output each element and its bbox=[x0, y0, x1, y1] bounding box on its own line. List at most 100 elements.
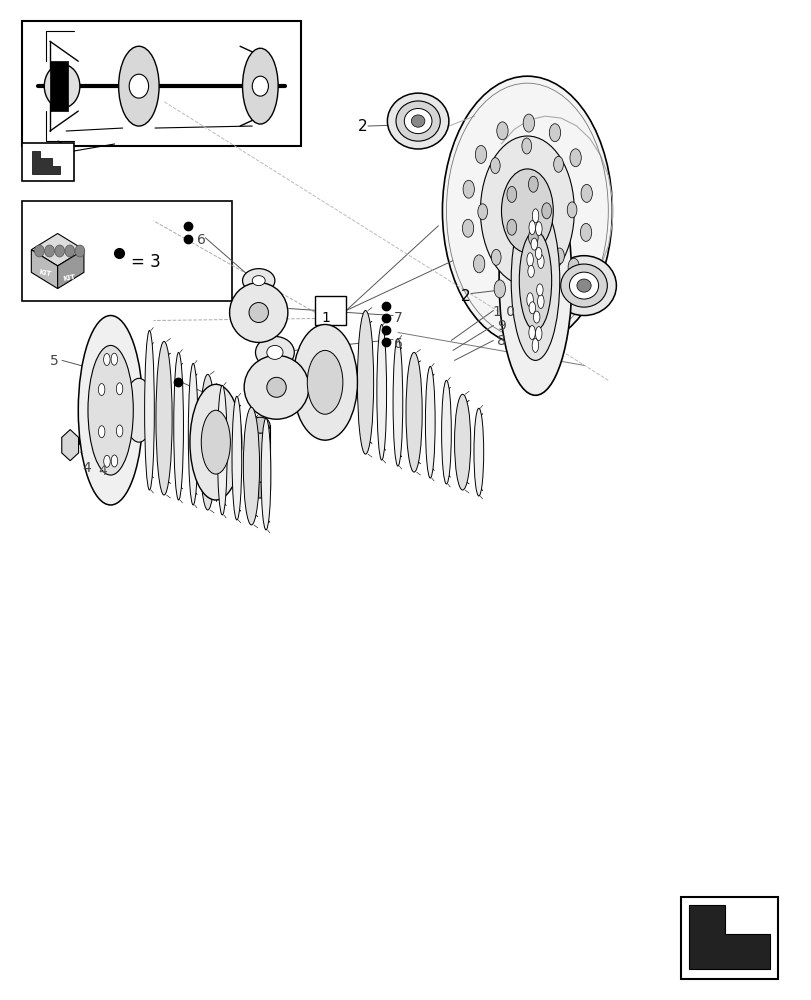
Polygon shape bbox=[32, 250, 58, 289]
Ellipse shape bbox=[536, 284, 543, 296]
Ellipse shape bbox=[526, 293, 533, 307]
Circle shape bbox=[75, 245, 84, 257]
Ellipse shape bbox=[411, 115, 424, 127]
Text: 2: 2 bbox=[461, 289, 470, 304]
Ellipse shape bbox=[104, 354, 110, 365]
Text: 1: 1 bbox=[321, 311, 330, 325]
Ellipse shape bbox=[522, 114, 534, 132]
Ellipse shape bbox=[425, 366, 435, 478]
Ellipse shape bbox=[560, 264, 607, 307]
Ellipse shape bbox=[387, 93, 448, 149]
Circle shape bbox=[129, 74, 148, 98]
Polygon shape bbox=[58, 250, 84, 289]
Ellipse shape bbox=[519, 231, 551, 330]
Ellipse shape bbox=[569, 149, 581, 167]
Ellipse shape bbox=[554, 248, 564, 264]
Ellipse shape bbox=[406, 352, 422, 472]
Ellipse shape bbox=[442, 76, 611, 345]
Ellipse shape bbox=[144, 330, 154, 490]
Ellipse shape bbox=[174, 352, 183, 500]
Ellipse shape bbox=[551, 256, 616, 316]
Ellipse shape bbox=[527, 265, 534, 277]
Ellipse shape bbox=[104, 455, 110, 467]
Ellipse shape bbox=[244, 355, 308, 419]
Circle shape bbox=[35, 245, 45, 257]
Ellipse shape bbox=[243, 407, 260, 525]
Ellipse shape bbox=[188, 363, 198, 505]
Text: 5: 5 bbox=[50, 354, 58, 368]
Ellipse shape bbox=[307, 350, 342, 414]
Ellipse shape bbox=[521, 138, 531, 154]
Ellipse shape bbox=[473, 255, 484, 273]
Ellipse shape bbox=[522, 268, 532, 284]
Ellipse shape bbox=[534, 327, 541, 341]
Ellipse shape bbox=[396, 101, 440, 141]
Ellipse shape bbox=[567, 202, 577, 218]
Text: = 3: = 3 bbox=[131, 253, 161, 271]
Circle shape bbox=[65, 245, 75, 257]
Ellipse shape bbox=[393, 338, 402, 466]
Ellipse shape bbox=[111, 455, 118, 467]
Ellipse shape bbox=[111, 353, 118, 365]
Text: 1 0: 1 0 bbox=[493, 305, 515, 319]
Ellipse shape bbox=[217, 385, 227, 515]
Ellipse shape bbox=[474, 145, 486, 163]
Ellipse shape bbox=[242, 269, 275, 293]
Ellipse shape bbox=[534, 247, 541, 259]
Ellipse shape bbox=[529, 302, 535, 314]
Ellipse shape bbox=[580, 223, 591, 241]
Ellipse shape bbox=[267, 377, 286, 397]
Ellipse shape bbox=[528, 326, 534, 339]
Ellipse shape bbox=[531, 338, 538, 352]
Ellipse shape bbox=[553, 156, 563, 172]
Ellipse shape bbox=[261, 418, 271, 530]
Ellipse shape bbox=[533, 311, 539, 323]
Bar bbox=[22, 143, 74, 181]
Ellipse shape bbox=[477, 204, 487, 220]
Ellipse shape bbox=[230, 283, 287, 342]
Ellipse shape bbox=[568, 258, 579, 276]
Ellipse shape bbox=[520, 290, 531, 308]
Ellipse shape bbox=[232, 396, 242, 520]
Ellipse shape bbox=[537, 254, 543, 268]
Ellipse shape bbox=[494, 280, 504, 298]
Ellipse shape bbox=[98, 426, 105, 438]
Bar bbox=[22, 21, 300, 146]
Ellipse shape bbox=[528, 229, 538, 245]
Text: 7: 7 bbox=[393, 311, 402, 325]
Ellipse shape bbox=[526, 253, 533, 267]
Ellipse shape bbox=[201, 410, 230, 474]
Bar bbox=[251, 425, 270, 490]
Ellipse shape bbox=[462, 180, 474, 198]
Ellipse shape bbox=[116, 425, 122, 437]
Ellipse shape bbox=[249, 303, 268, 322]
Ellipse shape bbox=[506, 219, 516, 235]
Ellipse shape bbox=[357, 311, 373, 454]
Ellipse shape bbox=[511, 201, 559, 360]
Text: 4: 4 bbox=[82, 461, 91, 475]
Bar bbox=[50, 61, 67, 111]
Circle shape bbox=[45, 245, 54, 257]
Circle shape bbox=[252, 76, 268, 96]
Ellipse shape bbox=[454, 394, 470, 490]
Ellipse shape bbox=[98, 384, 105, 396]
Ellipse shape bbox=[252, 276, 265, 286]
Ellipse shape bbox=[118, 46, 159, 126]
Ellipse shape bbox=[474, 408, 483, 496]
Ellipse shape bbox=[156, 341, 172, 495]
Text: 9: 9 bbox=[496, 319, 505, 333]
Text: 8: 8 bbox=[496, 334, 505, 348]
Ellipse shape bbox=[461, 219, 473, 237]
Ellipse shape bbox=[548, 124, 560, 142]
Ellipse shape bbox=[124, 378, 153, 442]
Bar bbox=[22, 201, 232, 301]
Ellipse shape bbox=[441, 380, 451, 484]
Ellipse shape bbox=[267, 345, 283, 359]
Bar bbox=[315, 296, 345, 325]
Ellipse shape bbox=[251, 482, 270, 498]
Text: 6: 6 bbox=[393, 337, 402, 351]
Ellipse shape bbox=[506, 186, 516, 202]
Ellipse shape bbox=[530, 238, 537, 250]
Ellipse shape bbox=[255, 336, 294, 368]
Polygon shape bbox=[32, 151, 60, 174]
